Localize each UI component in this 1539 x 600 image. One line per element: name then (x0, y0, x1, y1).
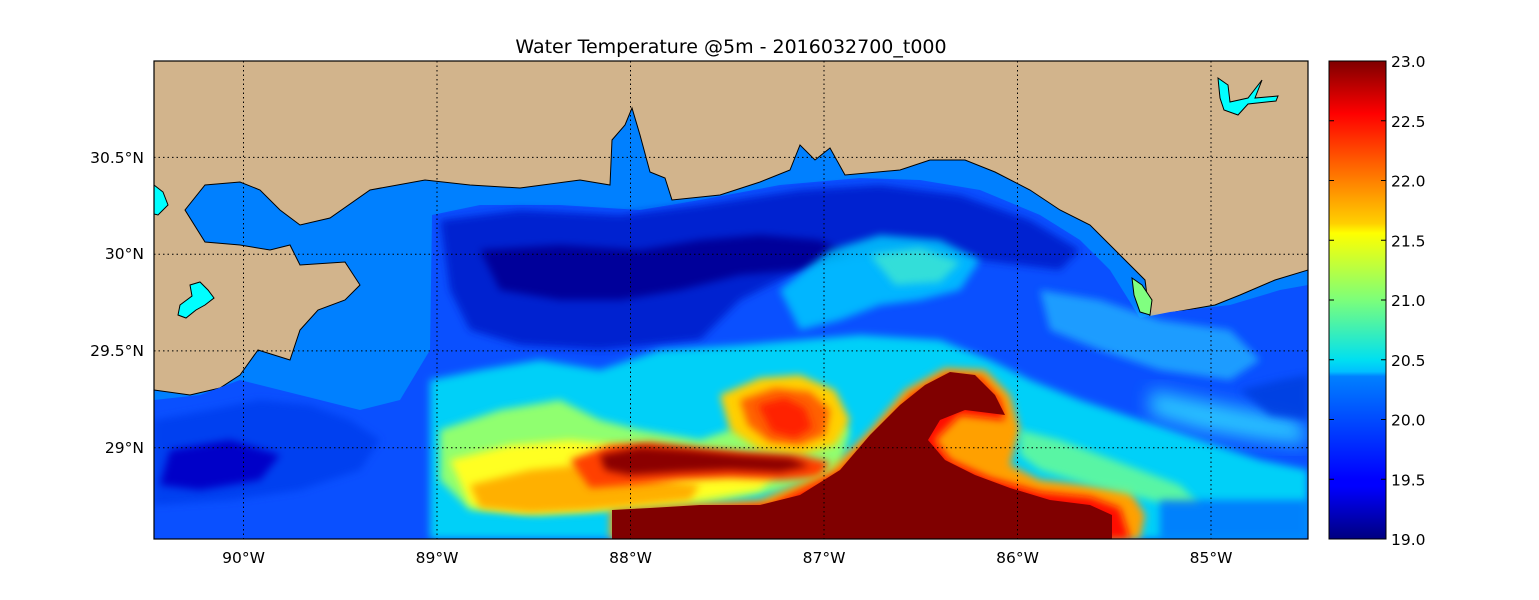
x-tick-label: 86°W (996, 549, 1039, 567)
x-tick-label: 87°W (803, 549, 846, 567)
x-axis-labels: 90°W 89°W 88°W 87°W 86°W 85°W (222, 549, 1232, 567)
colorbar: 19.0 19.5 20.0 20.5 21.0 21.5 22.0 22.5 23.0 (1328, 53, 1426, 549)
y-tick-label: 30°N (105, 245, 144, 263)
y-tick-label: 29°N (105, 439, 144, 457)
graticule (154, 61, 1308, 539)
map-title: Water Temperature @5m - 2016032700_t000 (515, 36, 946, 58)
colorbar-tick-label: 20.5 (1391, 352, 1426, 370)
x-tick-label: 89°W (416, 549, 459, 567)
lake-pontchartrain-west (154, 184, 169, 216)
colorbar-tick-label: 22.5 (1391, 113, 1426, 131)
temperature-field (154, 178, 1308, 539)
colorbar-ticks: 19.0 19.5 20.0 20.5 21.0 21.5 22.0 22.5 23.0 (1329, 53, 1426, 549)
x-tick-label: 88°W (609, 549, 652, 567)
y-axis-labels: 29°N 29.5°N 30°N 30.5°N (90, 149, 144, 457)
x-tick-label: 90°W (222, 549, 265, 567)
colorbar-tick-label: 19.0 (1391, 531, 1426, 549)
colorbar-gradient (1328, 60, 1387, 540)
lake-salvador (177, 281, 215, 319)
colorbar-tick-label: 21.5 (1391, 232, 1426, 250)
colorbar-tick-label: 22.0 (1391, 173, 1426, 191)
lake-east (1217, 76, 1279, 116)
colorbar-tick-label: 23.0 (1391, 53, 1426, 71)
y-tick-label: 30.5°N (90, 149, 144, 167)
colorbar-tick-label: 20.0 (1391, 412, 1426, 430)
colorbar-tick-label: 21.0 (1391, 292, 1426, 310)
map-plot-area (154, 61, 1308, 539)
x-tick-label: 85°W (1190, 549, 1233, 567)
y-tick-label: 29.5°N (90, 342, 144, 360)
map-frame (153, 60, 1309, 540)
colorbar-tick-label: 19.5 (1391, 471, 1426, 489)
estuary-east (1131, 276, 1153, 316)
